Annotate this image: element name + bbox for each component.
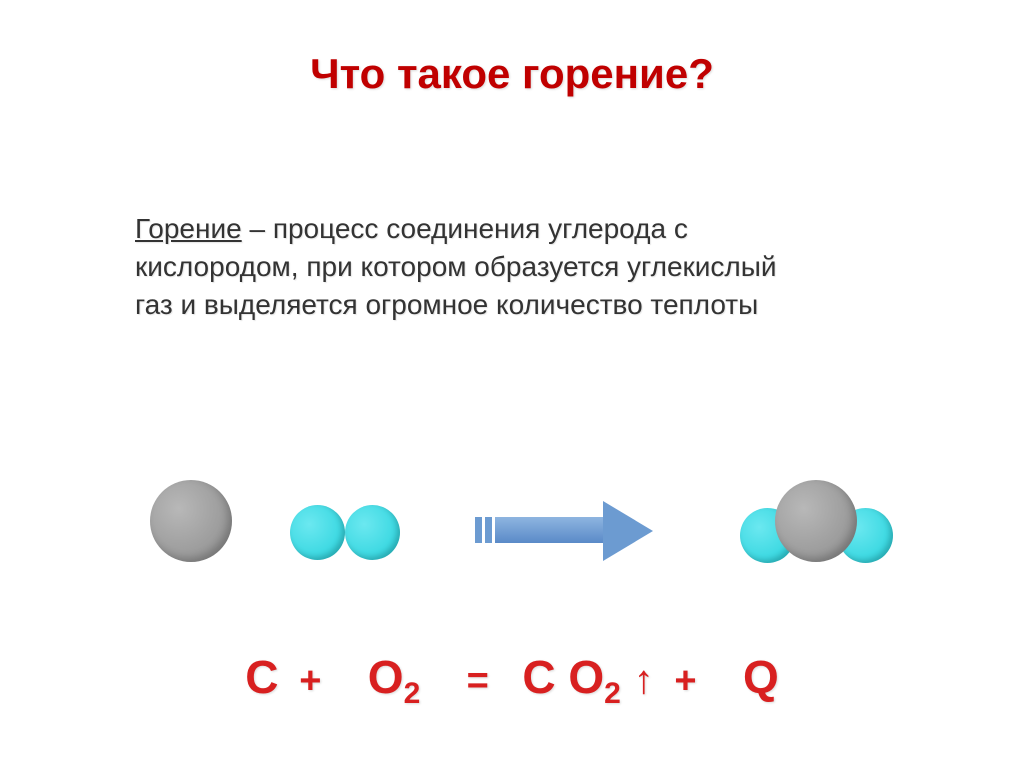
eq-heat: Q <box>743 651 779 703</box>
arrow-tail-segment <box>485 517 492 543</box>
eq-plus-2: + <box>674 660 696 702</box>
carbon-atom-product <box>775 480 857 562</box>
eq-oxygen-product: O <box>568 651 604 703</box>
arrow-body <box>495 517 605 543</box>
carbon-atom-reactant <box>150 480 232 562</box>
oxygen-atom-1-reactant <box>290 505 345 560</box>
eq-carbon: C <box>245 651 278 703</box>
eq-plus: + <box>299 660 321 702</box>
definition-paragraph: Горение – процесс соединения углерода с … <box>135 210 785 323</box>
eq-oxygen: O <box>368 651 404 703</box>
arrow-head <box>603 501 653 561</box>
chemical-equation: C + O2 = C O2 ↑ + Q <box>0 650 1024 711</box>
eq-space <box>556 651 569 703</box>
oxygen-atom-2-reactant <box>345 505 400 560</box>
co2-molecule-product <box>740 480 920 565</box>
reaction-arrow <box>475 505 655 555</box>
definition-term: Горение <box>135 213 242 244</box>
eq-carbon-product: C <box>522 651 555 703</box>
reaction-diagram <box>0 450 1024 580</box>
page-title: Что такое горение? <box>0 0 1024 98</box>
eq-gas-arrow: ↑ <box>634 658 654 702</box>
eq-subscript: 2 <box>404 677 421 710</box>
eq-subscript-product: 2 <box>604 677 621 710</box>
arrow-tail-segment <box>475 517 482 543</box>
eq-equals: = <box>467 660 489 702</box>
